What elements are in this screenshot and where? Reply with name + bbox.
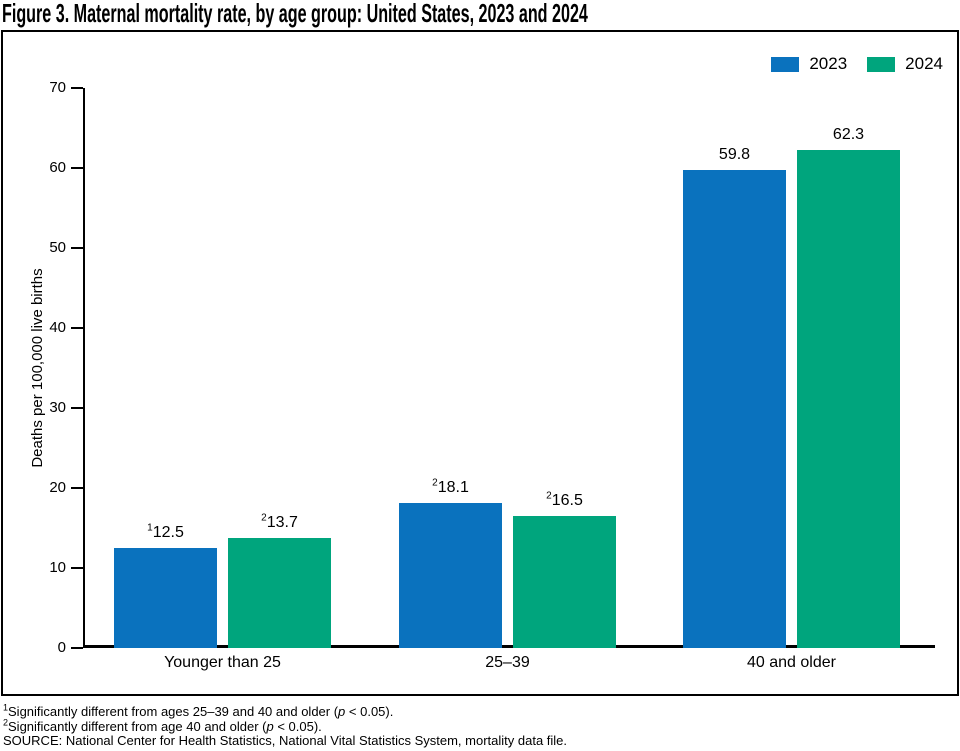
bar-value-label: 216.5 [546,490,583,509]
y-tick-label: 10 [49,559,66,576]
x-category-label: 25–39 [485,654,530,671]
bar-2023-40 and older [683,169,786,648]
footnotes: 1Significantly different from ages 25–39… [3,702,568,749]
italic-p: p [338,704,346,719]
y-tick-label: 0 [57,639,66,656]
footnote-line: 1Significantly different from ages 25–39… [3,702,394,719]
legend-label: 2024 [905,54,943,73]
plot-area: 0 10 20 30 40 50 60 70 112.5 218.1 59.8 213.7 216.5 6… [3,32,957,694]
bar-2024-40 and older [797,149,900,648]
y-tick-mark [71,407,83,409]
y-tick-mark [71,567,83,569]
bar-value-label: 59.8 [718,145,751,163]
figure-title: Figure 3. Maternal mortality rate, by ag… [2,0,588,28]
y-tick-mark [71,327,83,329]
y-tick-label: 60 [49,159,66,176]
italic-p: p [266,718,274,734]
y-tick-label: 70 [49,79,66,96]
footnote-line: 2Significantly different from age 40 and… [3,717,322,734]
bar-2024-25–39 [513,516,616,648]
bar-value-label: 213.7 [261,513,298,532]
legend-item-2024: 2024 [867,54,943,74]
significance-marker: 1 [147,522,153,534]
bar-value-label: 218.1 [432,477,469,497]
y-tick-mark [71,167,83,169]
bar-value-label: 62.3 [832,125,865,143]
x-category-label: Younger than 25 [164,654,281,671]
footnote-marker: 1 [3,702,9,713]
y-tick-mark [71,647,83,649]
significance-marker: 2 [261,513,267,525]
legend-swatch-2024 [867,56,896,72]
chart-frame: 2023 2024 Deaths per 100,000 live births … [1,30,959,696]
y-tick-mark [71,87,83,89]
y-tick-label: 30 [49,399,66,416]
x-category-label: 40 and older [747,654,836,671]
bar-2023-Younger than 25 [114,548,217,648]
y-axis-line [83,88,85,648]
bar-2023-25–39 [399,503,502,648]
bar-2024-Younger than 25 [228,538,331,648]
footnote-marker: 2 [3,717,9,728]
y-tick-mark [71,487,83,489]
y-tick-label: 50 [49,239,66,256]
source-line: SOURCE: National Center for Health Stati… [3,733,568,748]
significance-marker: 2 [546,490,552,502]
significance-marker: 2 [432,477,438,489]
y-tick-label: 40 [49,319,66,336]
bar-value-label: 112.5 [147,522,184,541]
y-tick-mark [71,247,83,249]
legend: 2023 2024 [771,54,943,74]
legend-label: 2023 [809,54,848,73]
x-axis-line [83,645,935,648]
y-tick-label: 20 [49,479,66,496]
legend-swatch-2023 [771,56,800,72]
legend-item-2023: 2023 [771,54,847,74]
